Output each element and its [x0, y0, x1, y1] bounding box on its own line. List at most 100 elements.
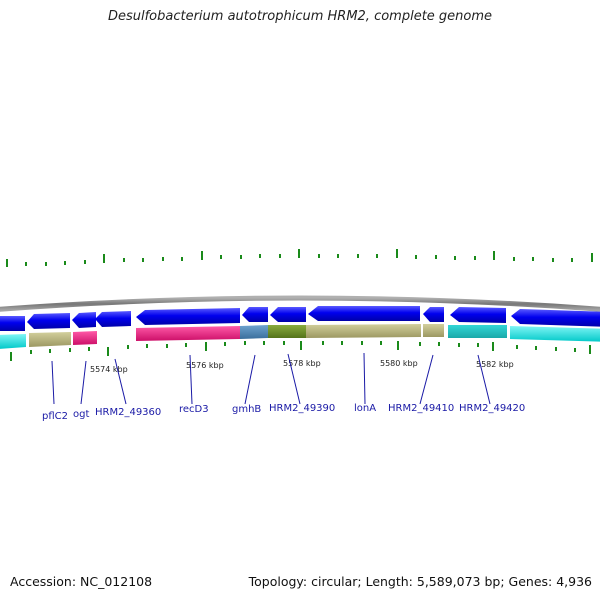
- tick-mark: [107, 347, 109, 356]
- tick-mark: [162, 257, 164, 261]
- tick-mark: [535, 346, 537, 350]
- tick-mark: [419, 342, 421, 346]
- tick-mark: [205, 342, 207, 351]
- cog-segment[interactable]: [0, 334, 26, 349]
- tick-mark: [438, 342, 440, 346]
- gene-arrow[interactable]: [72, 312, 96, 328]
- tick-mark: [64, 261, 66, 265]
- tick-mark: [396, 249, 398, 258]
- tick-mark: [298, 249, 300, 258]
- leader-line: [419, 354, 434, 405]
- tick-mark: [142, 258, 144, 262]
- tick-mark: [127, 345, 129, 349]
- cog-segment[interactable]: [268, 325, 306, 338]
- cog-segment[interactable]: [240, 325, 268, 339]
- tick-mark: [181, 257, 183, 261]
- tick-mark: [474, 256, 476, 260]
- gene-track-blue: [0, 306, 600, 331]
- tick-mark: [415, 255, 417, 259]
- gene-label-lona[interactable]: lonA: [354, 403, 376, 414]
- gene-arrow[interactable]: [270, 307, 306, 322]
- tick-mark: [357, 254, 359, 258]
- gene-arrow[interactable]: [27, 313, 70, 329]
- tick-mark: [166, 344, 168, 348]
- tick-mark: [589, 345, 591, 354]
- tick-mark: [6, 259, 8, 267]
- leader-line: [287, 353, 301, 405]
- position-label: 5580 kbp: [380, 359, 418, 368]
- gene-label-hrm2-49420[interactable]: HRM2_49420: [459, 403, 525, 414]
- gene-label-pflc2[interactable]: pflC2: [42, 411, 68, 422]
- tick-mark: [244, 341, 246, 345]
- gene-arrow[interactable]: [95, 311, 131, 327]
- tick-mark: [123, 258, 125, 262]
- tick-mark: [591, 253, 593, 262]
- tick-mark: [458, 343, 460, 347]
- gene-arrow[interactable]: [423, 307, 444, 322]
- tick-mark: [69, 348, 71, 352]
- tick-mark: [146, 344, 148, 348]
- genome-backbone: [0, 295, 600, 312]
- cog-segment[interactable]: [448, 325, 507, 338]
- gene-label-ogt[interactable]: ogt: [73, 409, 89, 420]
- tick-mark: [283, 341, 285, 345]
- position-label: 5582 kbp: [476, 360, 514, 369]
- cog-segment[interactable]: [306, 324, 421, 338]
- gene-label-recd3[interactable]: recD3: [179, 404, 209, 415]
- cog-segment[interactable]: [423, 324, 444, 337]
- tick-mark: [571, 258, 573, 262]
- tick-mark: [435, 255, 437, 259]
- tick-mark: [240, 255, 242, 259]
- tick-mark: [84, 260, 86, 264]
- gene-label-hrm2-49410[interactable]: HRM2_49410: [388, 403, 454, 414]
- tick-mark: [493, 251, 495, 260]
- leader-line: [244, 354, 256, 405]
- tick-mark: [103, 254, 105, 263]
- tick-mark: [259, 254, 261, 258]
- tick-mark: [532, 257, 534, 261]
- cog-segment[interactable]: [29, 332, 71, 347]
- inner-tick-row: [10, 341, 591, 361]
- tick-mark: [30, 350, 32, 354]
- position-label: 5576 kbp: [186, 361, 224, 370]
- cog-segment[interactable]: [510, 326, 600, 342]
- gene-arrow[interactable]: [511, 309, 600, 327]
- leader-line: [114, 358, 127, 405]
- gene-arrow[interactable]: [308, 306, 420, 321]
- tick-mark: [318, 254, 320, 258]
- accession-text: Accession: NC_012108: [10, 574, 153, 589]
- tick-mark: [555, 347, 557, 351]
- tick-mark: [552, 258, 554, 262]
- leader-line: [51, 360, 55, 405]
- leader-line: [363, 352, 366, 405]
- gene-label-gmhb[interactable]: gmhB: [232, 404, 261, 415]
- tick-mark: [477, 343, 479, 347]
- tick-mark: [397, 341, 399, 350]
- gene-arrow[interactable]: [136, 308, 240, 325]
- tick-mark: [454, 256, 456, 260]
- gene-label-hrm2-49360[interactable]: HRM2_49360: [95, 407, 161, 418]
- tick-mark: [513, 257, 515, 261]
- tick-mark: [45, 262, 47, 266]
- tick-mark: [337, 254, 339, 258]
- tick-mark: [88, 347, 90, 351]
- gene-arrow[interactable]: [0, 316, 25, 331]
- gene-arrow[interactable]: [450, 307, 506, 323]
- tick-mark: [201, 251, 203, 260]
- gene-label-hrm2-49390[interactable]: HRM2_49390: [269, 403, 335, 414]
- tick-mark: [185, 343, 187, 347]
- tick-mark: [220, 255, 222, 259]
- cog-track: [0, 324, 600, 349]
- tick-mark: [224, 342, 226, 346]
- position-label: 5578 kbp: [283, 359, 321, 368]
- cog-segment[interactable]: [73, 331, 97, 345]
- cog-segment[interactable]: [136, 326, 240, 341]
- gene-arrow[interactable]: [242, 307, 268, 322]
- genome-summary-text: Topology: circular; Length: 5,589,073 bp…: [248, 574, 592, 589]
- tick-mark: [49, 349, 51, 353]
- tick-mark: [300, 341, 302, 350]
- tick-mark: [361, 341, 363, 345]
- tick-mark: [516, 345, 518, 349]
